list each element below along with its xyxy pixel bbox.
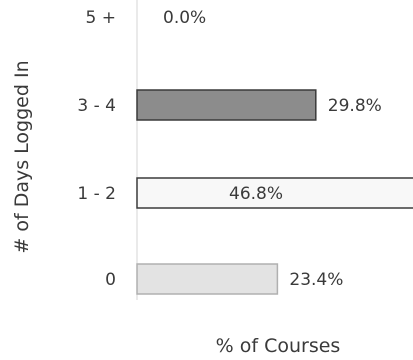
x-axis-title: % of Courses [216,335,341,357]
bars-group [136,89,413,295]
data-label: 46.8% [229,184,283,204]
y-tick-labels: 5 + 3 - 4 1 - 2 0 [77,8,116,290]
y-tick-label: 5 + [86,8,116,28]
y-tick-label: 0 [105,270,116,290]
y-axis-title: # of Days Logged In [11,60,33,253]
y-tick-label: 1 - 2 [77,184,116,204]
bar [136,177,413,209]
data-label: 23.4% [289,270,343,290]
bar [136,89,317,121]
bar [136,263,279,295]
y-tick-label: 3 - 4 [77,96,116,116]
data-labels: 0.0% 29.8% 46.8% 23.4% [163,8,382,290]
data-label: 0.0% [163,8,206,28]
data-label: 29.8% [328,96,382,116]
